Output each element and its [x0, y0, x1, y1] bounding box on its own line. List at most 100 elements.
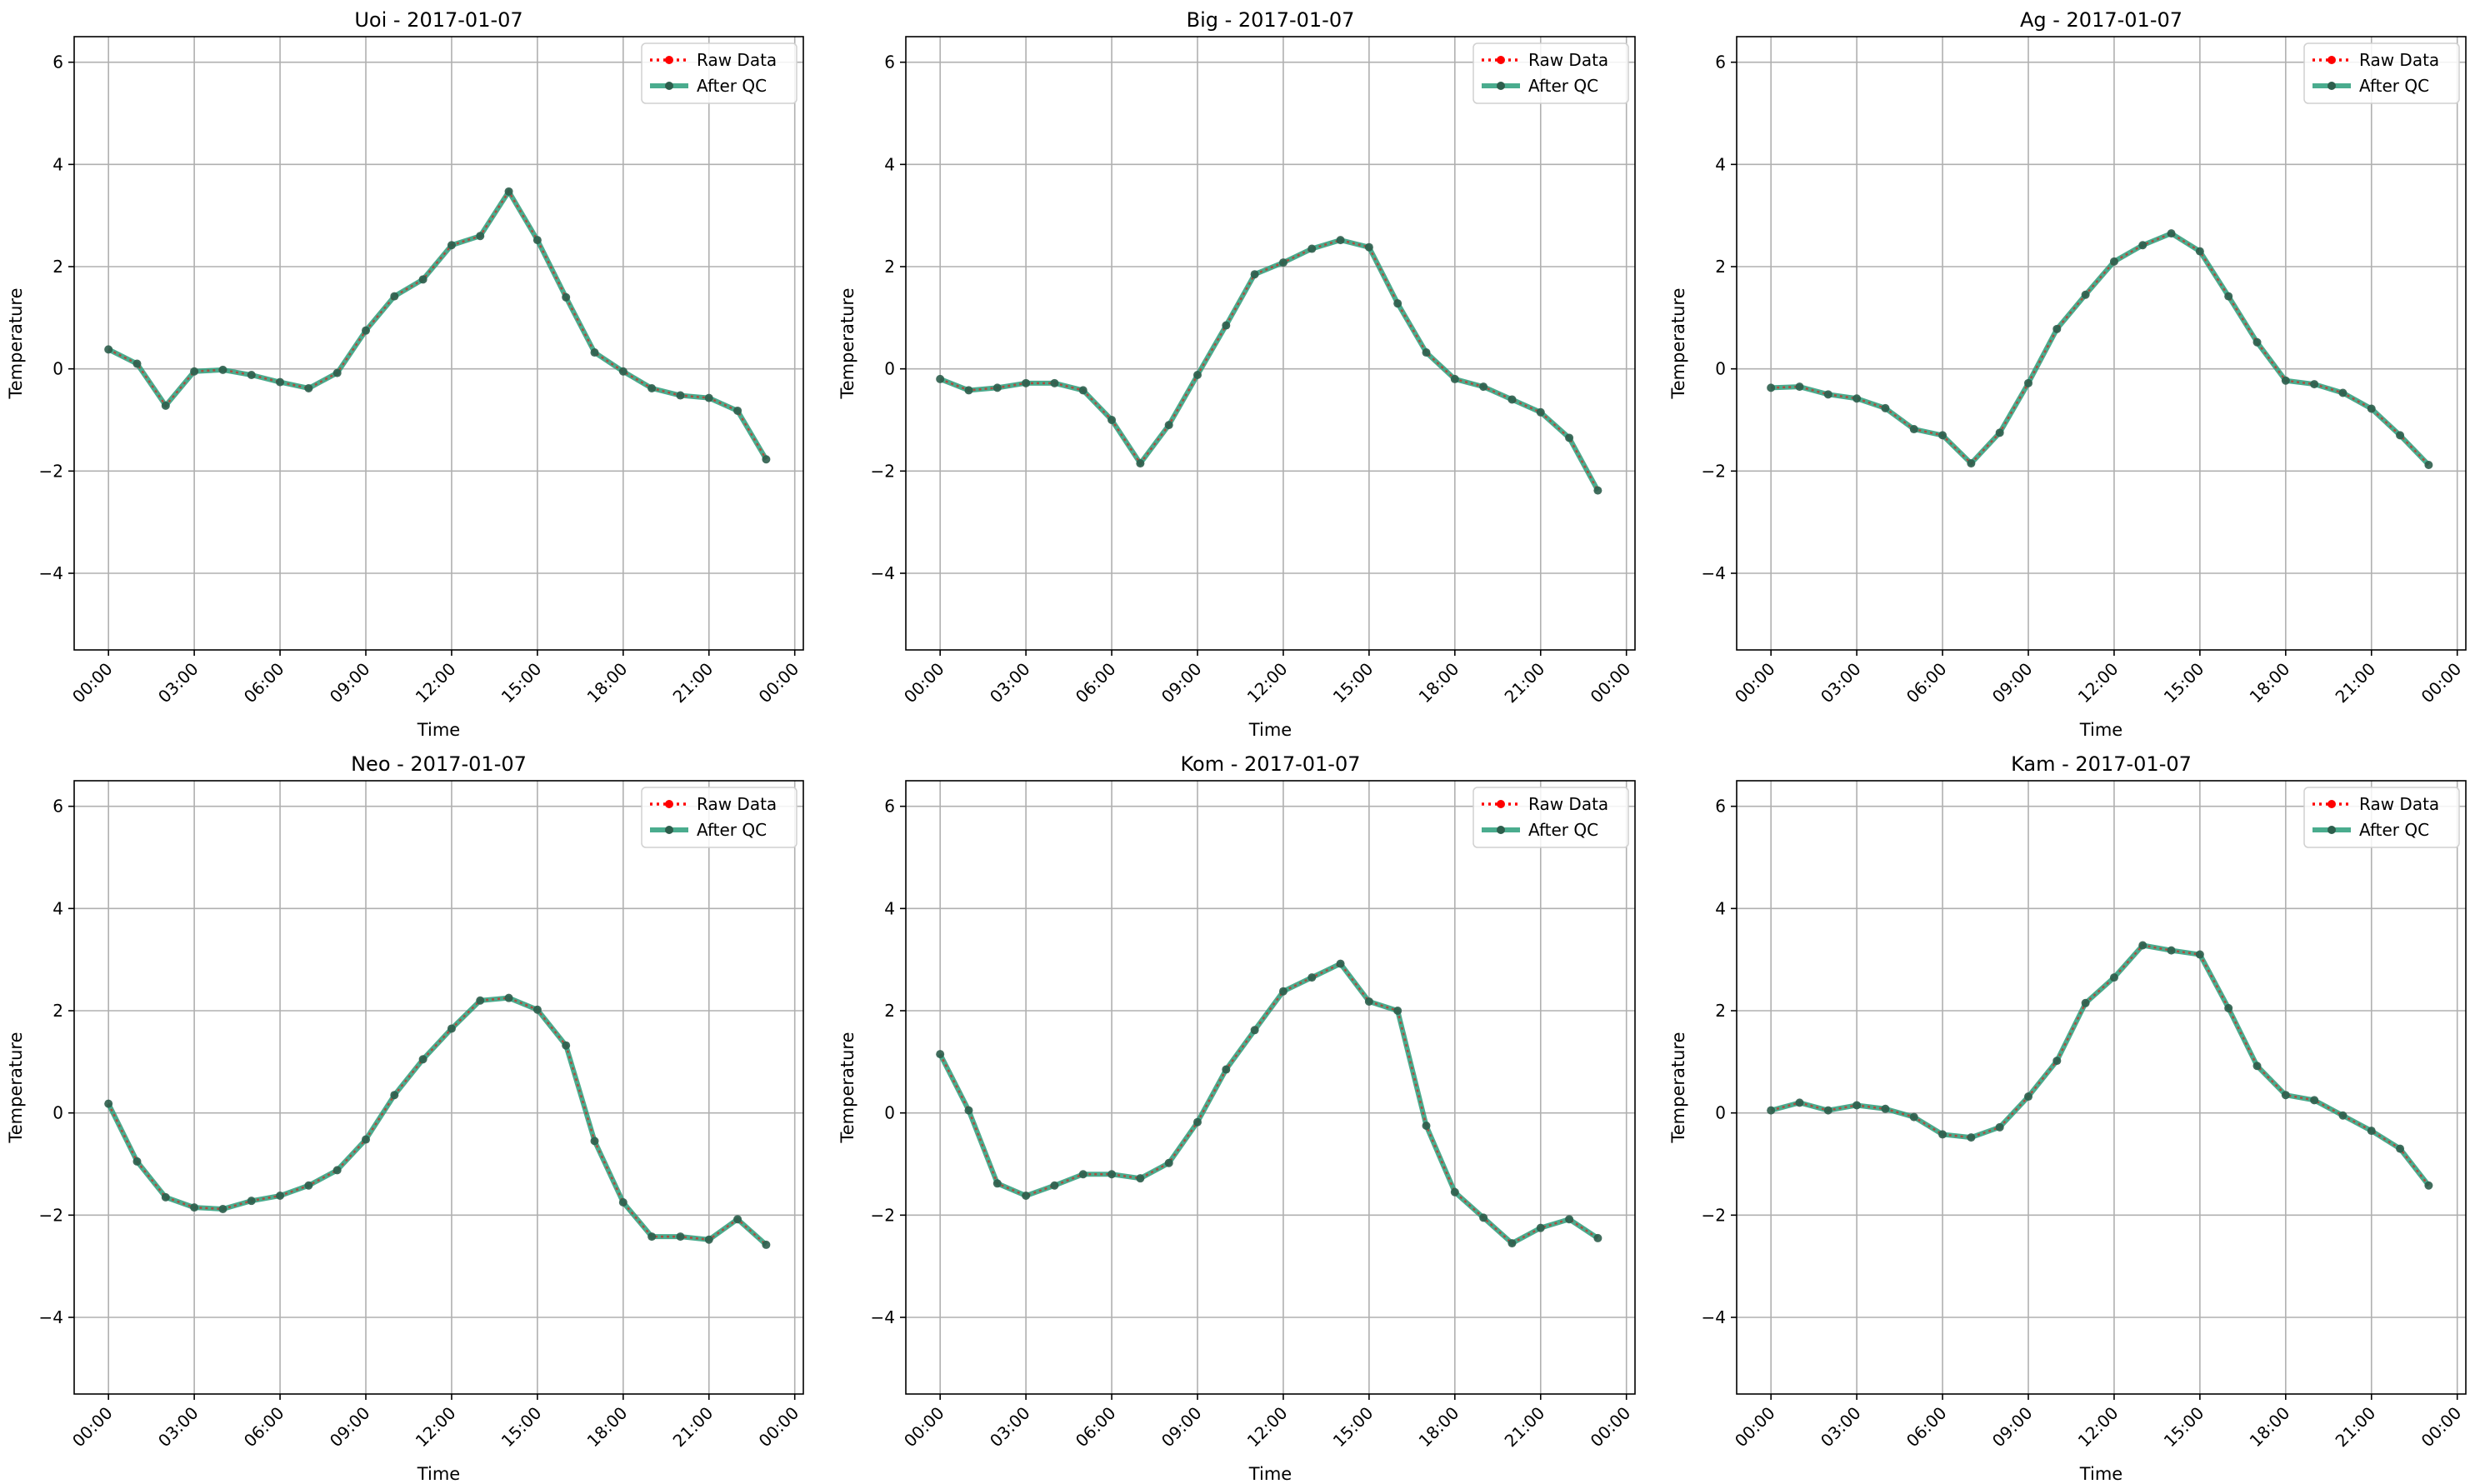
data-point: [676, 391, 685, 400]
x-tick-label: 21:00: [1501, 1403, 1549, 1452]
x-tick-label: 18:00: [2246, 659, 2294, 707]
series-raw-data-line: [939, 238, 1599, 492]
data-point: [1136, 459, 1145, 468]
x-tick-label: 03:00: [154, 1403, 202, 1452]
data-point: [332, 368, 342, 377]
chart-title: Big - 2017-01-07: [1187, 8, 1355, 32]
x-tick-label: 03:00: [154, 659, 202, 707]
y-tick-label: −4: [1702, 563, 1726, 583]
data-point: [2138, 941, 2148, 950]
x-tick-label: 09:00: [1158, 1403, 1206, 1452]
chart-title: Ag - 2017-01-07: [2020, 8, 2182, 32]
data-point: [161, 401, 170, 410]
data-point: [704, 1235, 713, 1244]
data-point: [1967, 1133, 1976, 1142]
legend-marker-after-qc: [2328, 82, 2336, 90]
data-point: [2109, 973, 2118, 982]
subplot-1: 6 4 2 0 −2 −4 00:00 03:00 06:00 09:00 12:00 15:00 18…: [6, 8, 804, 740]
data-point: [618, 367, 628, 376]
y-axis-label: Temperature: [1668, 287, 1688, 399]
legend: Raw Data After QC: [641, 42, 798, 104]
data-point: [247, 371, 256, 380]
data-point: [704, 393, 713, 402]
data-point: [2338, 1111, 2348, 1120]
x-tick-label: 09:00: [326, 659, 374, 707]
data-point: [1909, 425, 1918, 434]
data-point: [2052, 324, 2062, 333]
x-axis-label: Time: [1248, 1464, 1292, 1484]
data-point: [2195, 247, 2204, 256]
y-tick-label: 6: [884, 52, 895, 72]
data-point: [1795, 1098, 1804, 1107]
legend-label: After QC: [697, 76, 767, 96]
data-point: [562, 292, 571, 302]
data-point: [362, 1135, 370, 1144]
y-tick-label: 0: [884, 1103, 895, 1123]
data-point: [1222, 1065, 1231, 1074]
data-point: [504, 187, 513, 196]
legend-label: After QC: [2359, 820, 2429, 840]
data-point: [418, 275, 428, 284]
data-point: [1422, 1122, 1431, 1130]
data-point: [1593, 1233, 1602, 1242]
data-point: [390, 292, 399, 301]
subplot-5: 6 4 2 0 −2 −4 00:00 03:00 06:00 09:00 12:00 15:00 18…: [838, 752, 1636, 1484]
data-point: [2367, 404, 2376, 413]
data-point: [104, 1099, 113, 1108]
x-tick-label: 18:00: [1415, 1403, 1463, 1452]
series-raw-data-line: [939, 962, 1599, 1245]
x-tick-label: 18:00: [583, 659, 632, 707]
x-tick-label: 03:00: [1817, 1403, 1865, 1452]
legend-marker-after-qc: [1497, 82, 1505, 90]
y-tick-label: 0: [52, 359, 63, 379]
data-point: [1393, 1007, 1402, 1015]
legend-label: Raw Data: [2359, 794, 2439, 814]
legend-marker-raw-data: [1497, 800, 1505, 808]
y-tick-label: −4: [39, 1307, 63, 1327]
data-point: [1479, 1213, 1488, 1222]
series-after-qc-line: [938, 961, 1600, 1247]
x-tick-label: 09:00: [326, 1403, 374, 1452]
data-point: [1823, 390, 1832, 399]
data-point: [1108, 416, 1117, 424]
y-axis-label: Temperature: [838, 287, 858, 399]
axes-frame: [905, 36, 1636, 651]
data-point: [1995, 1122, 2004, 1132]
data-point: [476, 232, 485, 241]
x-tick-label: 00:00: [2418, 659, 2466, 707]
x-tick-label: 21:00: [669, 659, 718, 707]
x-tick-label: 00:00: [68, 1403, 117, 1452]
data-point: [1565, 1215, 1574, 1224]
x-tick-label: 06:00: [1902, 1403, 1951, 1452]
data-point: [447, 241, 456, 250]
legend-marker-raw-data: [1497, 56, 1505, 64]
data-point: [1795, 382, 1804, 392]
data-point: [2338, 388, 2348, 397]
series-raw-data-line: [1771, 232, 2430, 466]
legend-label: Raw Data: [697, 794, 777, 814]
y-tick-label: 0: [1715, 1103, 1726, 1123]
data-point: [2024, 378, 2032, 387]
x-tick-label: 12:00: [1243, 1403, 1292, 1452]
data-point: [1364, 242, 1373, 252]
data-point: [618, 1198, 628, 1207]
x-tick-label: 00:00: [68, 659, 117, 707]
x-tick-label: 00:00: [1731, 659, 1779, 707]
x-tick-label: 15:00: [1329, 659, 1378, 707]
y-tick-label: 2: [884, 1001, 895, 1021]
data-point: [2109, 257, 2118, 266]
data-point: [2167, 229, 2176, 238]
legend-label: After QC: [1528, 820, 1598, 840]
data-point: [964, 386, 973, 395]
data-point: [2396, 1144, 2405, 1153]
data-point: [1278, 987, 1288, 996]
x-tick-label: 09:00: [1158, 659, 1206, 707]
x-axis-label: Time: [417, 720, 460, 740]
data-point: [1479, 382, 1488, 392]
x-tick-label: 00:00: [1731, 1403, 1779, 1452]
y-tick-label: 2: [1715, 1001, 1726, 1021]
data-point: [1250, 270, 1259, 279]
x-tick-label: 21:00: [2332, 1403, 2380, 1452]
data-point: [1222, 321, 1231, 330]
x-tick-label: 18:00: [2246, 1403, 2294, 1452]
